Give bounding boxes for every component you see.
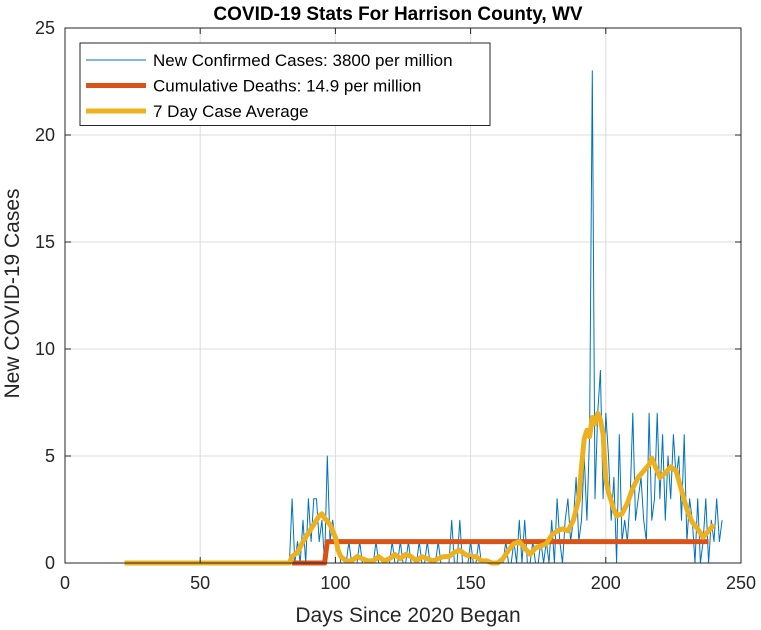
- y-tick-label: 0: [45, 553, 55, 573]
- x-tick-label: 150: [456, 573, 486, 593]
- y-tick-label: 15: [35, 232, 55, 252]
- legend-entry: New Confirmed Cases: 3800 per million: [153, 51, 453, 70]
- y-axis-label: New COVID-19 Cases: [1, 188, 24, 398]
- legend-box: [79, 42, 491, 126]
- legend-entry: Cumulative Deaths: 14.9 per million: [153, 77, 421, 96]
- series-layer: [124, 70, 723, 566]
- x-tick-label: 50: [190, 573, 210, 593]
- legend: New Confirmed Cases: 3800 per million Cum…: [79, 42, 491, 126]
- y-tick-label: 25: [35, 18, 55, 38]
- y-tick-label: 5: [45, 446, 55, 466]
- legend-entry: 7 Day Case Average: [153, 102, 309, 121]
- chart-title: COVID-19 Stats For Harrison County, WV: [213, 4, 582, 25]
- x-tick-label: 200: [591, 573, 621, 593]
- seven-day-average-line: [124, 410, 716, 566]
- y-tick-label: 20: [35, 125, 55, 145]
- x-tick-label: 0: [60, 573, 70, 593]
- y-tick-label: 10: [35, 339, 55, 359]
- x-tick-label: 250: [726, 573, 756, 593]
- x-tick-label: 100: [320, 573, 350, 593]
- axes-box: [64, 27, 742, 564]
- x-axis-label: Days Since 2020 Began: [295, 604, 520, 627]
- ticks: 0 50 100 150 200 250 0 5 10 15 20 25: [35, 18, 756, 593]
